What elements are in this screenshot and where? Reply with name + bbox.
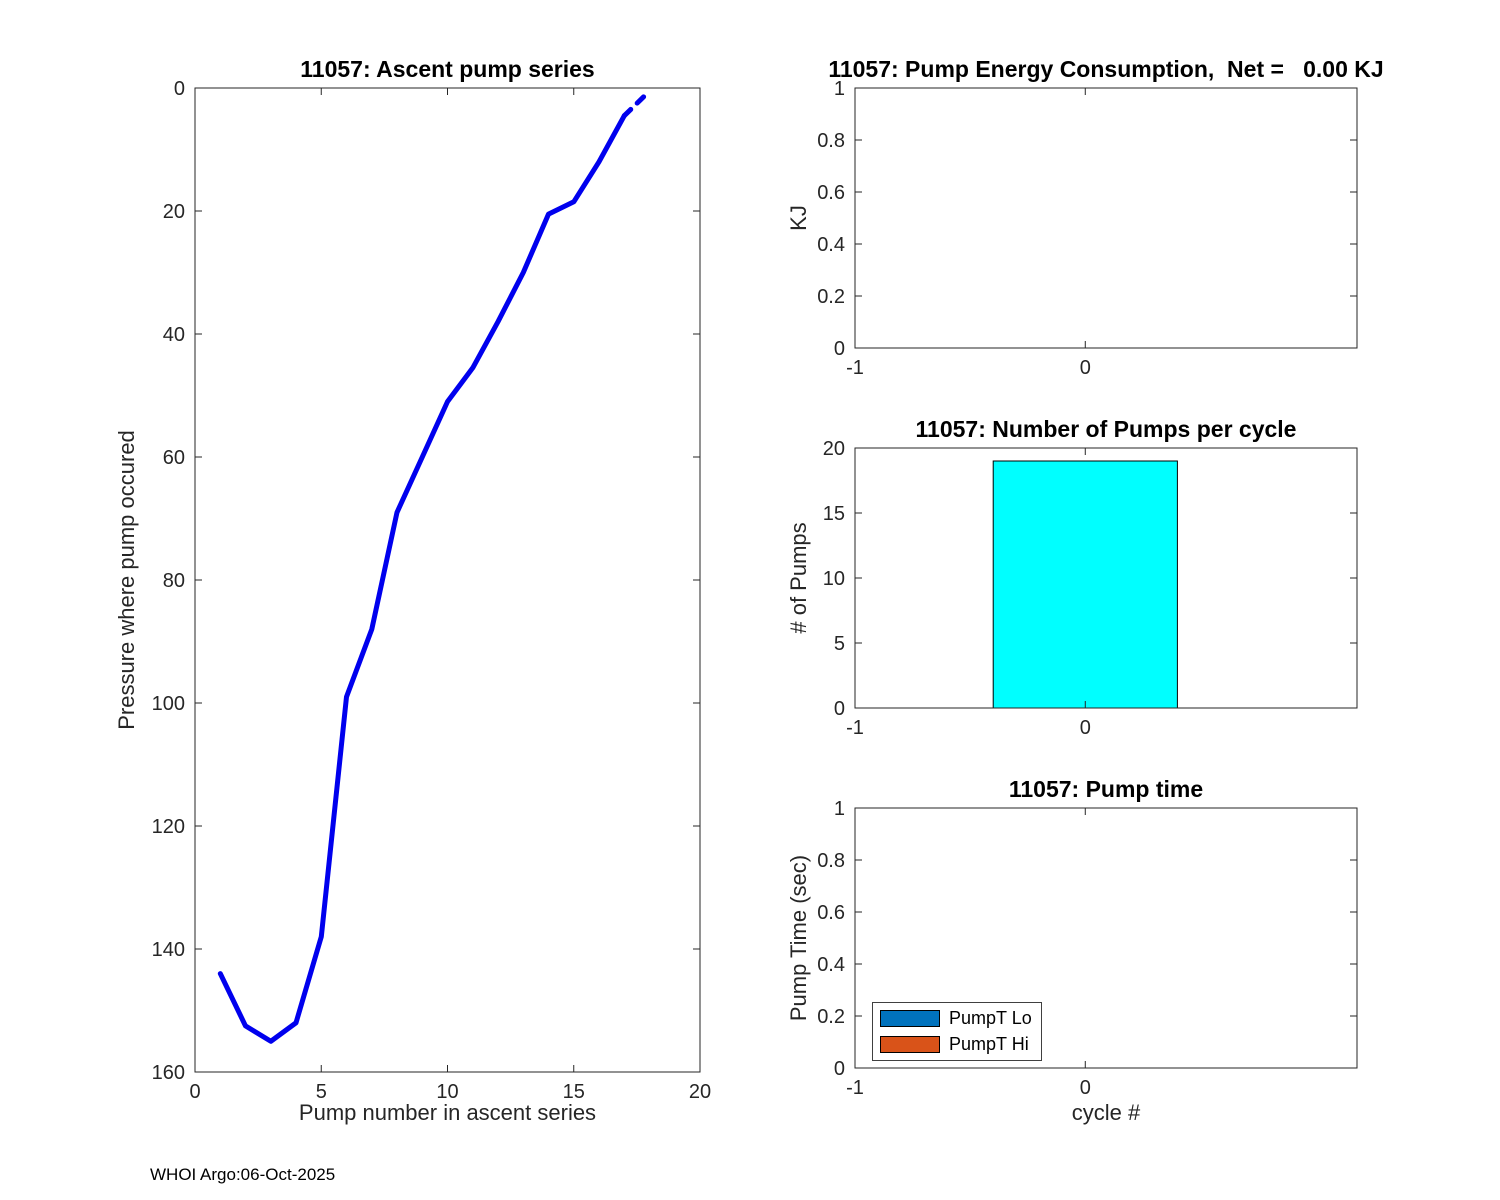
energy-axes-frame bbox=[854, 87, 1358, 349]
time-y-tick-label: 0.8 bbox=[817, 850, 845, 872]
pumpt-hi-label: PumpT Hi bbox=[949, 1034, 1029, 1054]
pumps-x-tick-label: 0 bbox=[1080, 717, 1091, 739]
energy-x-tick-label: 0 bbox=[1080, 357, 1091, 379]
time-xaxis-label: cycle # bbox=[1071, 1100, 1141, 1125]
energy-yaxis-label: KJ bbox=[786, 205, 811, 231]
ascent-y-tick-label: 0 bbox=[174, 78, 185, 100]
time-axes-frame bbox=[854, 807, 1358, 1069]
ascent-y-tick-label: 60 bbox=[163, 447, 185, 469]
ascent-x-tick-label: 0 bbox=[189, 1081, 200, 1103]
pumps-x-tick-label: -1 bbox=[846, 717, 864, 739]
ascent-data-line bbox=[217, 113, 627, 1044]
energy-y-tick-label: 0 bbox=[834, 338, 845, 360]
energy-y-tick-label: 1 bbox=[834, 78, 845, 100]
ascent-x-tick-label: 5 bbox=[316, 1081, 327, 1103]
pump-time-chart-title: 11057: Pump time bbox=[1008, 776, 1204, 802]
time-x-tick-label: -1 bbox=[846, 1077, 864, 1099]
time-x-tick-label: 0 bbox=[1080, 1077, 1091, 1099]
ascent-x-tick-label: 20 bbox=[689, 1081, 711, 1103]
pumps-y-tick-label: 5 bbox=[834, 633, 845, 655]
energy-y-tick-label: 0.8 bbox=[817, 130, 845, 152]
pumpt-hi-swatch bbox=[880, 1036, 940, 1053]
time-y-tick-label: 0.6 bbox=[817, 902, 845, 924]
energy-x-tick-label: -1 bbox=[846, 357, 864, 379]
ascent-x-tick-label: 10 bbox=[436, 1081, 458, 1103]
time-y-tick-label: 1 bbox=[834, 798, 845, 820]
energy-chart-title: 11057: Pump Energy Consumption, Net = 0.… bbox=[828, 56, 1384, 82]
ascent-yaxis-label: Pressure where pump occured bbox=[114, 430, 139, 730]
pumps-y-tick-label: 20 bbox=[823, 438, 845, 460]
pumps-y-tick-label: 10 bbox=[823, 568, 845, 590]
pumps-y-tick-label: 0 bbox=[834, 698, 845, 720]
ascent-y-tick-label: 100 bbox=[152, 693, 185, 715]
pumps-per-cycle-chart-title: 11057: Number of Pumps per cycle bbox=[915, 416, 1297, 442]
time-y-tick-label: 0.2 bbox=[817, 1006, 845, 1028]
energy-y-tick-label: 0.2 bbox=[817, 286, 845, 308]
ascent-y-tick-label: 80 bbox=[163, 570, 185, 592]
pumps-bar bbox=[992, 460, 1178, 709]
ascent-xaxis-label: Pump number in ascent series bbox=[298, 1100, 597, 1125]
pump-time-legend: PumpT Lo PumpT Hi bbox=[872, 1002, 1042, 1061]
pumpt-lo-label: PumpT Lo bbox=[949, 1008, 1032, 1028]
ascent-x-tick-label: 15 bbox=[563, 1081, 585, 1103]
pumpt-lo-swatch bbox=[880, 1010, 940, 1027]
ascent-y-tick-label: 140 bbox=[152, 939, 185, 961]
ascent-data-line-dashed bbox=[621, 88, 652, 119]
ascent-y-tick-label: 40 bbox=[163, 324, 185, 346]
legend-item-pumpt-lo: PumpT Lo bbox=[880, 1008, 1032, 1029]
time-yaxis-label: Pump Time (sec) bbox=[786, 854, 811, 1022]
pumps-y-tick-label: 15 bbox=[823, 503, 845, 525]
ascent-y-tick-label: 160 bbox=[152, 1062, 185, 1084]
ascent-y-tick-label: 20 bbox=[163, 201, 185, 223]
pumps-yaxis-label: # of Pumps bbox=[786, 522, 811, 634]
footer-watermark: WHOI Argo:06-Oct-2025 bbox=[150, 1165, 336, 1184]
ascent-y-tick-label: 120 bbox=[152, 816, 185, 838]
energy-y-tick-label: 0.4 bbox=[817, 234, 845, 256]
energy-y-tick-label: 0.6 bbox=[817, 182, 845, 204]
ascent-chart-title: 11057: Ascent pump series bbox=[300, 56, 595, 82]
time-y-tick-label: 0 bbox=[834, 1058, 845, 1080]
legend-item-pumpt-hi: PumpT Hi bbox=[880, 1034, 1032, 1055]
ascent-axes-frame bbox=[194, 87, 701, 1073]
time-y-tick-label: 0.4 bbox=[817, 954, 845, 976]
